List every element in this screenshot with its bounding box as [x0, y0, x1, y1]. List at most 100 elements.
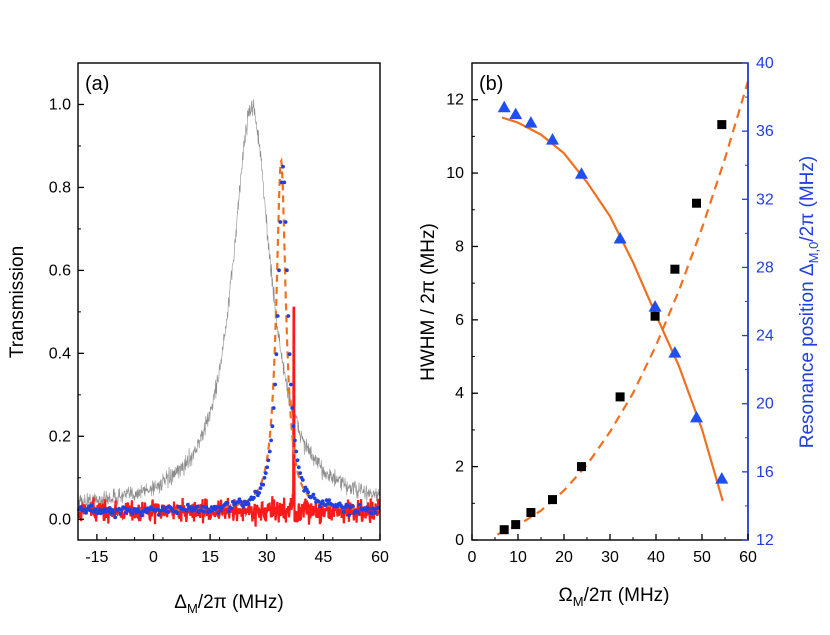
resonance-triangle-marker: [524, 116, 538, 128]
blue-theory-dot: [266, 458, 271, 463]
panel-a-xtick-label: 0: [149, 549, 158, 566]
blue-theory-dot: [306, 490, 310, 495]
blue-theory-dot: [296, 465, 301, 470]
panel-a: -15 0 15 30 45 60 0.0 0.2 0.4 0.6 0.8 1.0 (a) Trans…: [7, 62, 389, 616]
panel-a-label: (a): [85, 73, 109, 95]
blue-theory-dot: [89, 503, 94, 508]
blue-theory-dot: [291, 424, 296, 429]
hwhm-square-marker: [499, 525, 509, 535]
blue-theory-dot: [195, 504, 200, 509]
blue-theory-dot: [271, 406, 276, 410]
blue-theory-dot: [262, 475, 267, 480]
blue-theory-dot: [269, 438, 273, 443]
blue-theory-dot: [311, 492, 316, 497]
panel-b-ytick-left-label: 10: [446, 165, 464, 182]
blue-theory-dot: [84, 511, 88, 515]
panel-b-ytick-right-label: 32: [756, 191, 774, 208]
panel-a-xtick-label: -15: [85, 549, 108, 566]
hwhm-square-marker: [526, 508, 536, 517]
blue-theory-dot: [219, 508, 223, 513]
panel-b-ytick-right-label: 12: [756, 532, 774, 549]
panel-b-xtick-label: 20: [555, 549, 573, 566]
panel-b-plot-area: [496, 80, 750, 536]
blue-theory-dot: [267, 449, 272, 454]
blue-theory-dot: [265, 465, 269, 470]
panel-b-ytick-right-label: 24: [756, 328, 774, 345]
blue-theory-dot: [258, 486, 263, 490]
panel-b-xtick-label: 50: [693, 549, 711, 566]
blue-theory-dot: [367, 506, 371, 511]
panel-a-ytick-label: 0.6: [49, 262, 71, 279]
blue-theory-dot: [159, 508, 164, 513]
blue-theory-dot: [369, 511, 374, 516]
panel-b-ytick-left-label: 8: [455, 238, 464, 255]
panel-b-xtick-label: 60: [739, 549, 757, 566]
orange-fit-curve: [78, 157, 380, 512]
hwhm-fit-dashed-curve: [496, 80, 750, 536]
blue-theory-dot: [347, 513, 351, 518]
blue-theory-dot: [160, 505, 165, 509]
panel-b-ytick-left-label: 4: [455, 385, 464, 402]
panel-a-xlabel-sub: M: [187, 601, 198, 616]
panel-a-ytick-label: 0.4: [49, 345, 71, 362]
blue-theory-dot: [285, 268, 289, 273]
panel-a-axes: -15 0 15 30 45 60 0.0 0.2 0.4 0.6 0.8 1.0: [49, 62, 389, 566]
blue-theory-dot: [300, 478, 305, 482]
blue-theory-dot: [204, 505, 209, 510]
blue-theory-dot: [110, 508, 115, 512]
red-measured-trace: [76, 306, 381, 527]
blue-theory-dot: [184, 508, 189, 513]
panel-b-ylabel-right-rest: /2π (MHz): [797, 156, 818, 242]
hwhm-square-marker: [717, 120, 727, 130]
blue-theory-dot: [357, 502, 362, 507]
blue-theory-dot: [279, 180, 284, 185]
panel-b-ytick-left-label: 12: [446, 92, 464, 109]
blue-theory-dot: [345, 503, 350, 508]
blue-theory-dot: [130, 511, 135, 516]
blue-theory-dot: [298, 471, 303, 475]
blue-theory-dot: [166, 510, 170, 514]
resonance-triangle-marker: [613, 231, 627, 244]
blue-theory-dot: [175, 511, 180, 516]
blue-theory-dot: [289, 382, 293, 387]
blue-theory-dot: [229, 506, 234, 511]
hwhm-square-marker: [615, 392, 625, 402]
panel-b-ytick-left-label: 0: [455, 532, 464, 549]
blue-theory-dot: [293, 438, 297, 443]
panel-b-ytick-right-label: 28: [756, 259, 774, 276]
blue-theory-dot: [257, 491, 262, 495]
blue-theory-dot: [263, 471, 268, 475]
panel-a-ytick-label: 0.0: [49, 511, 71, 528]
blue-theory-dot: [376, 506, 380, 510]
blue-theory-dot: [290, 406, 295, 410]
resonance-triangle-marker: [497, 100, 511, 113]
blue-theory-dot: [281, 164, 285, 169]
blue-theory-dot: [93, 507, 98, 512]
blue-theory-dot: [106, 509, 111, 513]
blue-theory-dot: [351, 504, 355, 509]
panel-b-xlabel-rest: /2π (MHz): [584, 585, 670, 606]
panel-b-ytick-left-label: 2: [455, 459, 464, 476]
blue-theory-dot: [295, 458, 300, 463]
blue-theory-dot: [145, 510, 149, 515]
blue-theory-dot: [118, 511, 123, 516]
blue-theory-dot: [270, 424, 275, 429]
panel-b-xlabel: ΩM/2π (MHz): [559, 585, 670, 609]
panel-a-xlabel-rest: /2π (MHz): [198, 592, 284, 613]
panel-b-ytick-left-label: 6: [455, 312, 464, 329]
resonance-triangle-marker: [715, 472, 729, 484]
panel-b-frame: [471, 62, 749, 541]
blue-theory-dot: [123, 510, 128, 515]
panel-b-ylabel-right-main: Resonance position Δ: [797, 263, 818, 448]
panel-a-xlabel-main: Δ: [174, 592, 187, 613]
panel-b-ylabel-right-sub: M,0: [806, 242, 821, 264]
resonance-triangle-marker: [509, 107, 523, 120]
blue-theory-dot: [78, 505, 83, 509]
resonance-triangle-marker: [648, 300, 662, 312]
resonance-fit-solid-curve: [501, 116, 724, 502]
panel-a-xtick-label: 15: [201, 549, 219, 566]
blue-theory-dot: [287, 352, 292, 357]
